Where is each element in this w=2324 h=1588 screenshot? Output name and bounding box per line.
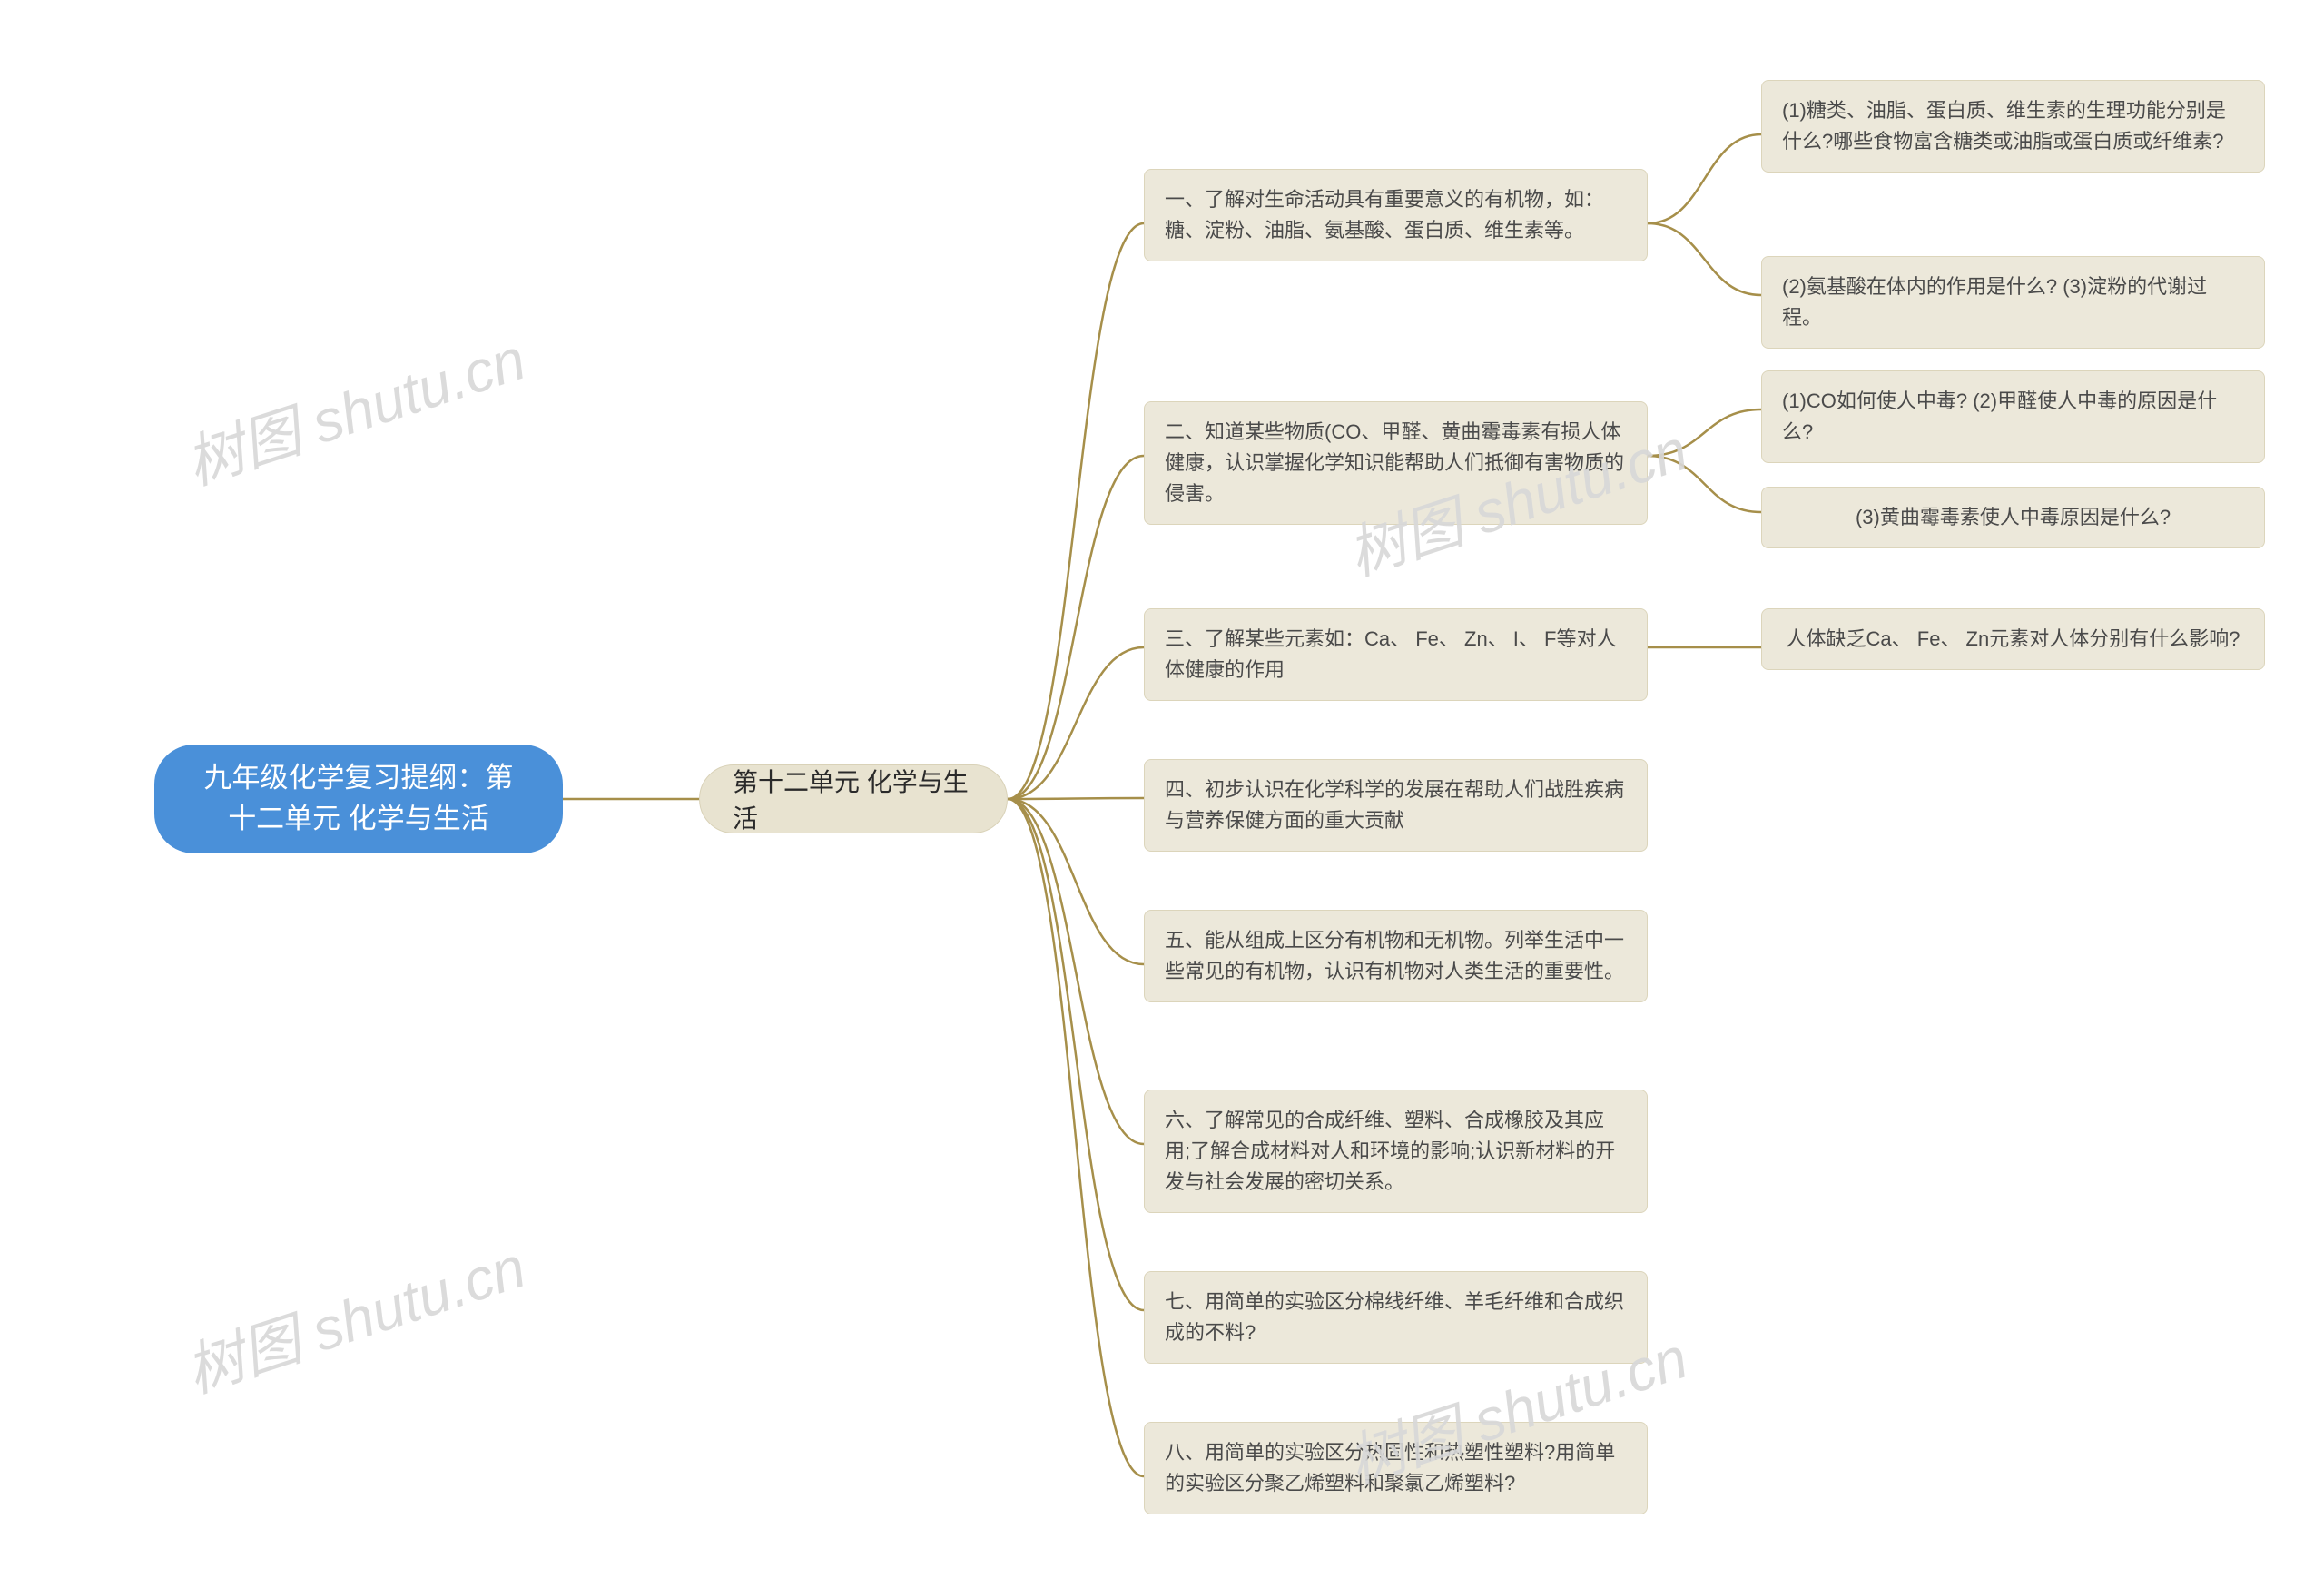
level3-node-4[interactable]: (3)黄曲霉毒素使人中毒原因是什么? <box>1761 487 2265 548</box>
level2-label: 一、了解对生命活动具有重要意义的有机物，如：糖、淀粉、油脂、氨基酸、蛋白质、维生… <box>1165 184 1627 246</box>
level2-label: 三、了解某些元素如：Ca、 Fe、 Zn、 I、 F等对人体健康的作用 <box>1165 624 1627 686</box>
level2-node-3[interactable]: 三、了解某些元素如：Ca、 Fe、 Zn、 I、 F等对人体健康的作用 <box>1144 608 1648 701</box>
level2-label: 六、了解常见的合成纤维、塑料、合成橡胶及其应用;了解合成材料对人和环境的影响;认… <box>1165 1105 1627 1198</box>
level2-label: 八、用简单的实验区分热固性和热塑性塑料?用简单的实验区分聚乙烯塑料和聚氯乙烯塑料… <box>1165 1437 1627 1499</box>
level2-node-2[interactable]: 二、知道某些物质(CO、甲醛、黄曲霉毒素有损人体健康，认识掌握化学知识能帮助人们… <box>1144 401 1648 525</box>
watermark: 树图 shutu.cn <box>174 313 535 501</box>
level2-label: 五、能从组成上区分有机物和无机物。列举生活中一些常见的有机物，认识有机物对人类生… <box>1165 925 1627 987</box>
root-node[interactable]: 九年级化学复习提纲：第十二单元 化学与生活 <box>154 745 563 853</box>
level2-label: 四、初步认识在化学科学的发展在帮助人们战胜疾病与营养保健方面的重大贡献 <box>1165 774 1627 836</box>
level2-label: 二、知道某些物质(CO、甲醛、黄曲霉毒素有损人体健康，认识掌握化学知识能帮助人们… <box>1165 417 1627 509</box>
level2-node-1[interactable]: 一、了解对生命活动具有重要意义的有机物，如：糖、淀粉、油脂、氨基酸、蛋白质、维生… <box>1144 169 1648 261</box>
mindmap-canvas: 九年级化学复习提纲：第十二单元 化学与生活 第十二单元 化学与生活 一、了解对生… <box>0 0 2324 1588</box>
level2-node-4[interactable]: 四、初步认识在化学科学的发展在帮助人们战胜疾病与营养保健方面的重大贡献 <box>1144 759 1648 852</box>
level2-node-6[interactable]: 六、了解常见的合成纤维、塑料、合成橡胶及其应用;了解合成材料对人和环境的影响;认… <box>1144 1090 1648 1213</box>
level3-label: (1)糖类、油脂、蛋白质、维生素的生理功能分别是什么?哪些食物富含糖类或油脂或蛋… <box>1782 95 2244 157</box>
level1-node[interactable]: 第十二单元 化学与生活 <box>699 764 1008 833</box>
level3-label: (3)黄曲霉毒素使人中毒原因是什么? <box>1856 502 2171 533</box>
watermark: 树图 shutu.cn <box>174 1221 535 1409</box>
level3-label: (1)CO如何使人中毒? (2)甲醛使人中毒的原因是什么? <box>1782 386 2244 448</box>
level3-node-2[interactable]: (2)氨基酸在体内的作用是什么? (3)淀粉的代谢过程。 <box>1761 256 2265 349</box>
level3-node-3[interactable]: (1)CO如何使人中毒? (2)甲醛使人中毒的原因是什么? <box>1761 370 2265 463</box>
level2-node-5[interactable]: 五、能从组成上区分有机物和无机物。列举生活中一些常见的有机物，认识有机物对人类生… <box>1144 910 1648 1002</box>
level2-node-8[interactable]: 八、用简单的实验区分热固性和热塑性塑料?用简单的实验区分聚乙烯塑料和聚氯乙烯塑料… <box>1144 1422 1648 1514</box>
level3-node-5[interactable]: 人体缺乏Ca、 Fe、 Zn元素对人体分别有什么影响? <box>1761 608 2265 670</box>
root-label: 九年级化学复习提纲：第十二单元 化学与生活 <box>192 758 525 840</box>
level3-label: 人体缺乏Ca、 Fe、 Zn元素对人体分别有什么影响? <box>1787 624 2240 655</box>
level3-label: (2)氨基酸在体内的作用是什么? (3)淀粉的代谢过程。 <box>1782 271 2244 333</box>
level2-label: 七、用简单的实验区分棉线纤维、羊毛纤维和合成织成的不料? <box>1165 1287 1627 1348</box>
level3-node-1[interactable]: (1)糖类、油脂、蛋白质、维生素的生理功能分别是什么?哪些食物富含糖类或油脂或蛋… <box>1761 80 2265 173</box>
level1-label: 第十二单元 化学与生活 <box>733 763 974 835</box>
level2-node-7[interactable]: 七、用简单的实验区分棉线纤维、羊毛纤维和合成织成的不料? <box>1144 1271 1648 1364</box>
